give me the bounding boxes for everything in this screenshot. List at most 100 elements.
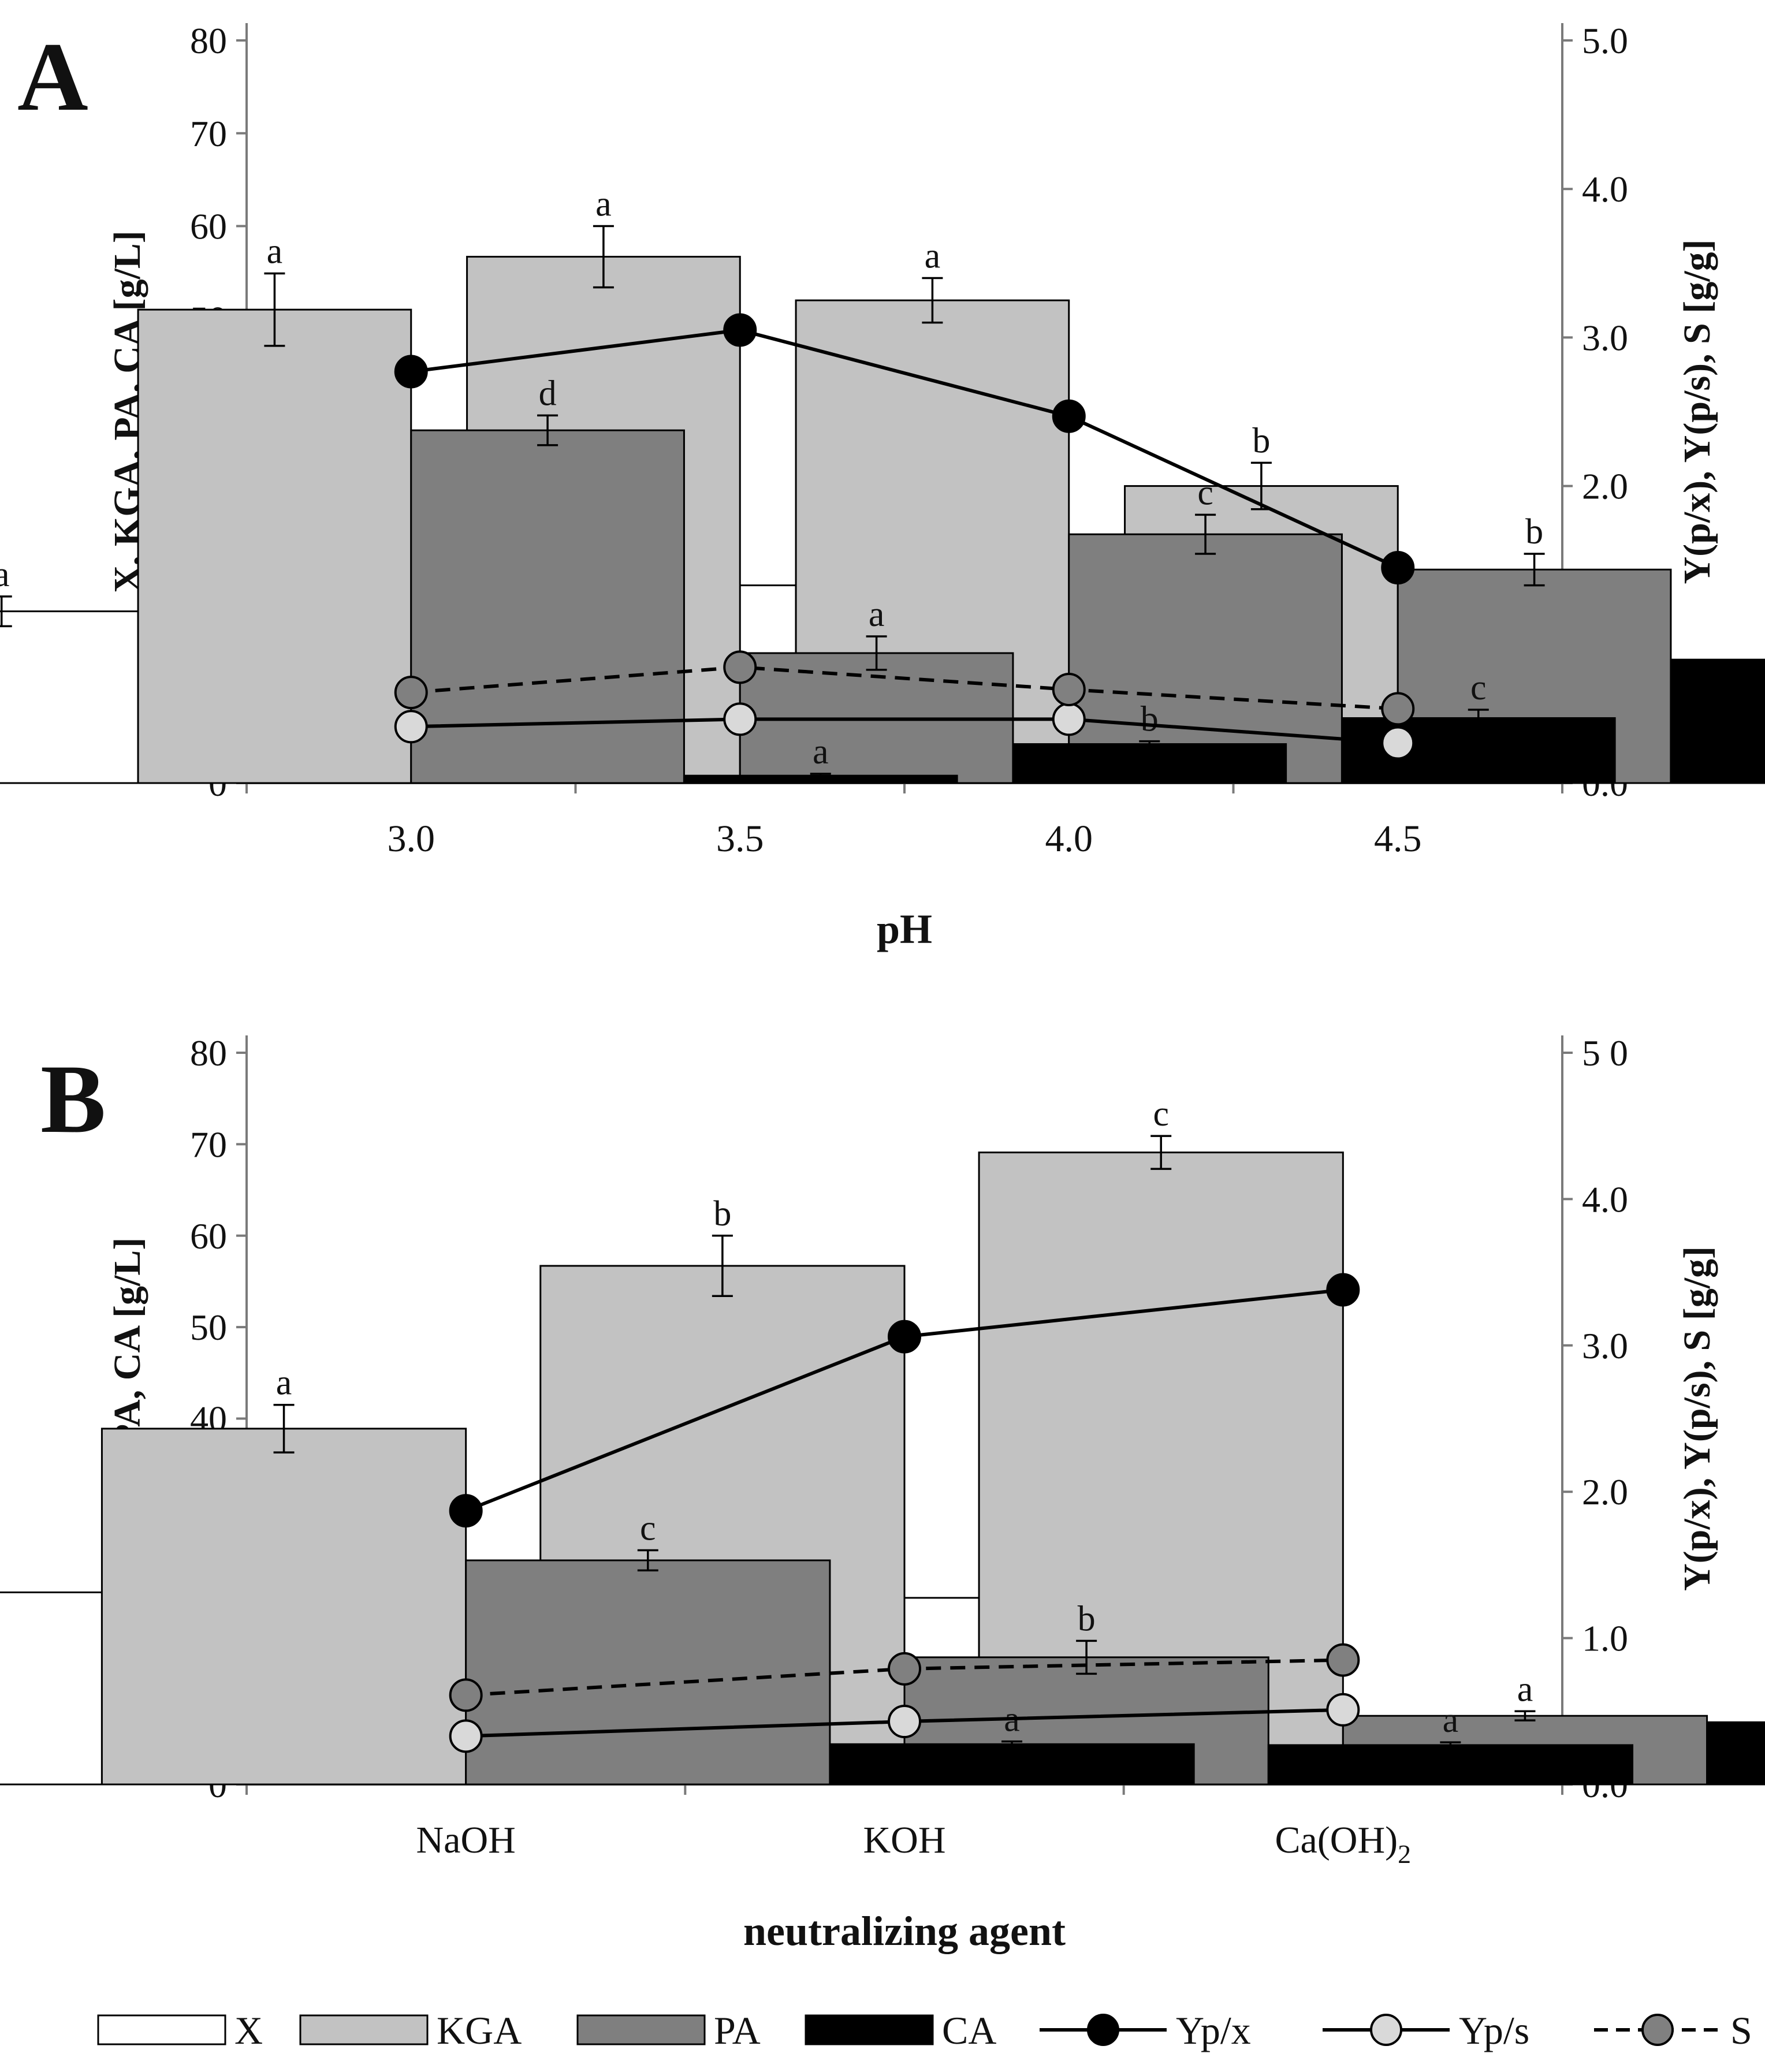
- marker-ypx-a: [1381, 551, 1415, 585]
- left-tick-label-b: 70: [190, 1124, 227, 1165]
- legend-label-ca: CA: [942, 2008, 996, 2052]
- significance-letter-b: b: [713, 1194, 731, 1233]
- line-ypx-a: [411, 328, 1399, 569]
- bar-ca-a: [1012, 743, 1287, 784]
- bar-ca-b: [1706, 1721, 1765, 1786]
- marker-yps-b: [1326, 1693, 1360, 1727]
- left-tick-label-b: 60: [190, 1216, 227, 1257]
- marker-s-a: [1381, 692, 1415, 726]
- legend-swatch-pa: [576, 2014, 706, 2045]
- bar-x-a: [0, 610, 139, 784]
- marker-s-a: [723, 650, 757, 684]
- significance-letter-b: a: [276, 1363, 292, 1403]
- legend-marker-s: [1641, 2014, 1674, 2046]
- significance-letter-b: a: [1443, 1701, 1459, 1740]
- category-label-b: KOH: [863, 1819, 946, 1861]
- category-label-a: 3.0: [388, 818, 435, 860]
- significance-letter-a: a: [595, 185, 612, 224]
- marker-ypx-b: [1326, 1273, 1360, 1307]
- significance-letter-a: b: [1141, 700, 1159, 739]
- significance-letter-a: b: [1525, 512, 1543, 551]
- marker-s-b: [449, 1678, 483, 1712]
- bar-x-b: [0, 1591, 103, 1786]
- right-tick-label-a: 4.0: [1582, 169, 1628, 210]
- bars-b: baababccbaaab: [0, 1094, 1765, 1786]
- marker-ypx-a: [723, 313, 757, 347]
- line-yps-a: [411, 717, 1398, 745]
- line-series-b: [449, 1273, 1360, 1753]
- bar-kga-b: [100, 1428, 467, 1786]
- marker-yps-a: [1381, 726, 1415, 760]
- left-tick-label-b: 50: [190, 1307, 227, 1348]
- legend: X KGA PA CA Yp/x Yp/s S: [97, 2008, 1752, 2052]
- bar-ca-a: [1340, 717, 1616, 784]
- significance-letter-a: c: [1470, 668, 1487, 707]
- left-tick-label-a: 80: [190, 20, 227, 61]
- legend-label-pa: PA: [714, 2008, 761, 2052]
- bar-kga-a: [137, 308, 412, 784]
- panel-b-chart: B010203040506070800.01.02.03.04.05 0NaOH…: [0, 1033, 1765, 1954]
- right-tick-label-b: 2.0: [1582, 1471, 1628, 1512]
- right-tick-label-a: 3.0: [1582, 317, 1628, 358]
- panel-label-b: B: [40, 1045, 106, 1153]
- right-tick-label-b: 5 0: [1582, 1033, 1628, 1074]
- significance-letter-a: a: [869, 595, 885, 634]
- x-axis-title-b: neutralizing agent: [743, 1908, 1066, 1954]
- y2-axis-title-a: Y(p/x), Y(p/s), S [g/g]: [1676, 239, 1718, 584]
- significance-letter-b: a: [1517, 1669, 1533, 1709]
- right-tick-label-b: 1.0: [1582, 1618, 1628, 1659]
- category-label-b: NaOH: [416, 1819, 516, 1861]
- x-axis-title-a: pH: [877, 906, 932, 952]
- marker-ypx-b: [449, 1494, 483, 1528]
- right-tick-label-b: 3.0: [1582, 1325, 1628, 1366]
- bar-ca-b: [829, 1743, 1195, 1786]
- y2-axis-title-b: Y(p/x), Y(p/s), S [g/g]: [1676, 1246, 1718, 1591]
- marker-s-b: [888, 1652, 921, 1686]
- significance-letter-b: c: [1153, 1094, 1169, 1134]
- bar-pa-b: [465, 1559, 831, 1786]
- significance-letter-a: d: [539, 374, 557, 413]
- significance-letter-a: b: [1252, 421, 1270, 460]
- significance-letter-a: a: [813, 732, 829, 772]
- category-label-subscript: 2: [1398, 1839, 1411, 1869]
- legend-label-s: S: [1730, 2008, 1752, 2052]
- significance-letter-a: a: [925, 237, 941, 276]
- legend-label-kga: KGA: [437, 2008, 522, 2052]
- right-tick-label-a: 2.0: [1582, 466, 1628, 507]
- marker-s-a: [394, 676, 428, 710]
- significance-letter-b: b: [1078, 1599, 1096, 1638]
- left-tick-label-b: 80: [190, 1033, 227, 1074]
- category-label-a: 3.5: [716, 818, 764, 860]
- legend-swatch-ca: [805, 2014, 934, 2045]
- legend-marker-ypx: [1087, 2014, 1119, 2046]
- marker-s-a: [1052, 672, 1086, 706]
- marker-yps-b: [449, 1719, 483, 1753]
- category-label-a: 4.0: [1045, 818, 1093, 860]
- legend-label-x: X: [234, 2008, 263, 2052]
- marker-ypx-a: [394, 355, 428, 389]
- panel-a-chart: A010203040506070800.01.02.03.04.05.03.03…: [0, 20, 1765, 952]
- marker-ypx-b: [888, 1320, 921, 1354]
- bar-pa-a: [1068, 533, 1343, 784]
- significance-letter-b: c: [640, 1509, 656, 1548]
- bar-ca-a: [1670, 658, 1765, 784]
- bars-a: aabbaaabdacbabcd: [0, 185, 1765, 784]
- marker-yps-a: [394, 710, 428, 744]
- line-series-a: [394, 313, 1415, 760]
- panel-label-a: A: [17, 23, 88, 131]
- bar-pa-a: [410, 429, 685, 784]
- significance-letter-a: a: [267, 232, 283, 271]
- category-label-a: 4.5: [1374, 818, 1422, 860]
- marker-yps-b: [888, 1705, 921, 1739]
- marker-yps-a: [723, 702, 757, 736]
- marker-ypx-a: [1052, 399, 1086, 433]
- marker-yps-a: [1052, 702, 1086, 736]
- left-tick-label-a: 60: [190, 206, 227, 247]
- line-s-a: [411, 665, 1398, 711]
- legend-swatch-kga: [299, 2014, 429, 2045]
- category-label-b: Ca(OH)2: [1275, 1819, 1412, 1869]
- significance-letter-a: a: [0, 555, 9, 594]
- bar-ca-b: [1267, 1744, 1633, 1786]
- legend-marker-yps: [1370, 2014, 1402, 2046]
